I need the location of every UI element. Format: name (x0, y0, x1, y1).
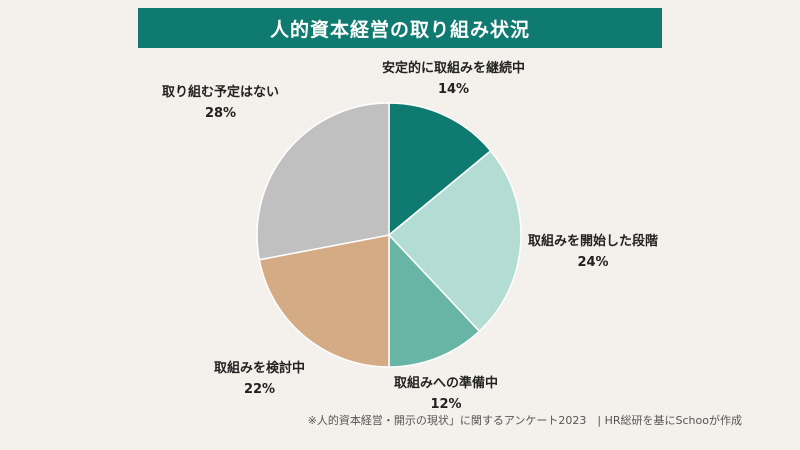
slice-label-percent: 24% (577, 255, 609, 270)
slice-label-text: 安定的に取組みを継続中 (382, 61, 526, 76)
slice-preparing (388, 233, 481, 368)
slice-label-percent: 12% (430, 397, 462, 412)
slice-label-text: 取組みを検討中 (214, 361, 306, 376)
slice-continuing (388, 102, 492, 237)
slice-label-text: 取り組む予定はない (162, 85, 280, 100)
slice-label-text: 取組みを開始した段階 (528, 234, 659, 249)
slice-label-text: 取組みへの準備中 (394, 376, 499, 391)
slice-label-percent: 14% (437, 82, 470, 97)
slice-started (387, 149, 522, 333)
slice-label-percent: 28% (204, 106, 237, 121)
slice-label-continuing: 安定的に取組みを継続中 14% (382, 58, 525, 100)
source-note: ※人的資本経営・開示の現状」に関するアンケート2023 | HR総研を基にSch… (307, 414, 742, 427)
slice-label-no-plan: 取り組む予定はない 28% (162, 82, 279, 124)
slice-considering (258, 234, 390, 368)
slice-label-considering: 取組みを検討中 22% (214, 358, 305, 400)
slice-label-preparing: 取組みへの準備中 12% (394, 373, 498, 415)
slice-label-started: 取組みを開始した段階 24% (528, 231, 658, 273)
slice-no-plan (256, 102, 390, 261)
slice-label-percent: 22% (243, 382, 276, 397)
chart-title: 人的資本経営の取り組み状況 (138, 8, 662, 48)
